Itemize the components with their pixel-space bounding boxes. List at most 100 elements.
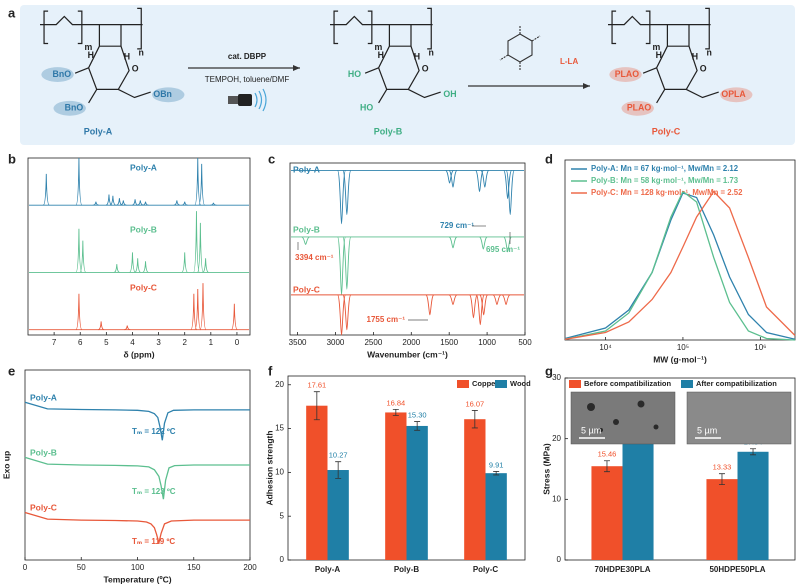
spectrum-peak — [210, 202, 217, 206]
sem-inset — [686, 391, 792, 445]
x-tick-label: 1500 — [440, 338, 458, 347]
x-tick-label: 50HDPE50PLA — [709, 565, 765, 574]
spectrum-peak — [194, 288, 202, 331]
annotation: Tₘ = 123 ºC — [132, 487, 176, 496]
y-tick-label: 30 — [552, 373, 561, 382]
panel-label: d — [545, 151, 553, 166]
substituent-badge — [53, 100, 86, 116]
annotation: 695 cm⁻¹ — [486, 245, 520, 254]
y-axis-label: Exo up — [1, 451, 11, 479]
spectrum-peak — [198, 163, 206, 206]
legend-swatch — [457, 380, 469, 388]
spectrum-peak — [129, 252, 136, 273]
legend-label: Poly-C: Mn = 128 kg·mol⁻¹, Mw/Mn = 2.52 — [591, 188, 743, 197]
spectrum-peak — [142, 201, 149, 206]
annotation: Tₘ = 119 ºC — [132, 537, 175, 546]
y-tick-label: 15 — [275, 424, 284, 433]
x-tick-label: 2500 — [364, 338, 382, 347]
absorption-band — [475, 170, 484, 193]
absorption-band — [301, 236, 310, 245]
series-label: Poly-A — [293, 164, 320, 174]
absorption-band — [448, 236, 458, 249]
atom-label: HO — [360, 103, 373, 113]
sem-pore — [599, 428, 603, 432]
value-label: 15.30 — [408, 411, 427, 420]
atom-label: PLAO — [615, 69, 640, 79]
plot-frame — [564, 377, 796, 561]
absorption-band — [448, 294, 458, 306]
x-tick-label: 1000 — [478, 338, 496, 347]
x-tick-label: 3000 — [327, 338, 345, 347]
error-bar — [335, 461, 342, 479]
x-tick-label: 500 — [518, 338, 532, 347]
x-axis-label: MW (g·mol⁻¹) — [653, 354, 707, 364]
sem-pore — [653, 424, 659, 430]
spectrum-peak — [120, 200, 127, 206]
error-bar — [750, 448, 757, 456]
x-tick-label: 4 — [130, 338, 135, 347]
skeleton — [330, 7, 441, 104]
x-tick-label: 200 — [243, 563, 257, 572]
spectrum-peak — [98, 321, 105, 331]
error-bar — [471, 410, 478, 429]
error-bar — [603, 460, 610, 473]
absorption-band — [475, 294, 485, 326]
step1-reagent: cat. DBPP — [228, 52, 267, 61]
bar — [385, 412, 407, 560]
series-line — [24, 401, 250, 441]
x-tick-label: 5 — [104, 338, 109, 347]
spectrum-peak — [105, 194, 113, 206]
absorption-band — [479, 236, 488, 250]
spectrum-peak — [194, 157, 202, 206]
x-tick-label: 70HDPE30PLA — [594, 565, 650, 574]
value-label: 17.61 — [307, 381, 326, 390]
series-line — [24, 456, 250, 500]
x-tick-label: 10⁶ — [754, 343, 766, 352]
atom-label: O — [422, 63, 429, 73]
spectrum-peak — [75, 293, 83, 331]
sem-pore — [613, 419, 619, 425]
scheme-background — [20, 5, 795, 145]
absorption-band — [342, 170, 352, 216]
spectrum-peak — [92, 201, 99, 206]
annotation: 1755 cm⁻¹ — [367, 315, 406, 324]
bar — [591, 466, 623, 560]
scale-bar-label: 5 µm — [581, 425, 601, 435]
atom-label: OPLA — [721, 89, 746, 99]
spectrum-peak — [79, 240, 87, 273]
absorption-band — [445, 170, 454, 184]
spectrum-peak — [75, 157, 83, 206]
plot-frame — [289, 162, 526, 336]
reaction-arrows — [188, 65, 590, 89]
x-tick-label: 10⁴ — [599, 343, 612, 352]
series-label: Poly-B — [30, 447, 57, 457]
sem-pore — [637, 400, 645, 408]
x-tick-label: 7 — [52, 338, 57, 347]
x-tick-label: 10⁵ — [677, 343, 689, 352]
atom-label: OBn — [153, 89, 172, 99]
spectrum-peak — [113, 264, 120, 273]
atom-label: n — [429, 47, 434, 57]
atom-label: n — [707, 47, 712, 57]
atom-label: H — [378, 50, 384, 60]
y-tick-label: 20 — [275, 380, 284, 389]
absorption-band — [448, 170, 458, 188]
legend-label: Wood — [510, 379, 531, 388]
absorption-band — [492, 294, 502, 306]
atom-label: n — [139, 47, 144, 57]
panel-label: g — [545, 363, 553, 378]
spectrum-peak — [181, 201, 188, 206]
x-tick-label: 0 — [23, 563, 28, 572]
x-axis-label: Wavenumber (cm⁻¹) — [367, 349, 448, 359]
legend-label: Copper — [472, 379, 498, 388]
step1-conditions: TEMPOH, toluene/DMF — [205, 75, 290, 84]
x-tick-label: 50 — [77, 563, 86, 572]
panel-label: f — [268, 363, 273, 378]
spectrum-peak — [181, 252, 188, 273]
value-label: 16.84 — [386, 398, 405, 407]
bar — [406, 425, 428, 560]
absorption-band — [342, 236, 352, 290]
plot-frame — [27, 157, 251, 336]
value-label: 13.33 — [713, 463, 732, 472]
